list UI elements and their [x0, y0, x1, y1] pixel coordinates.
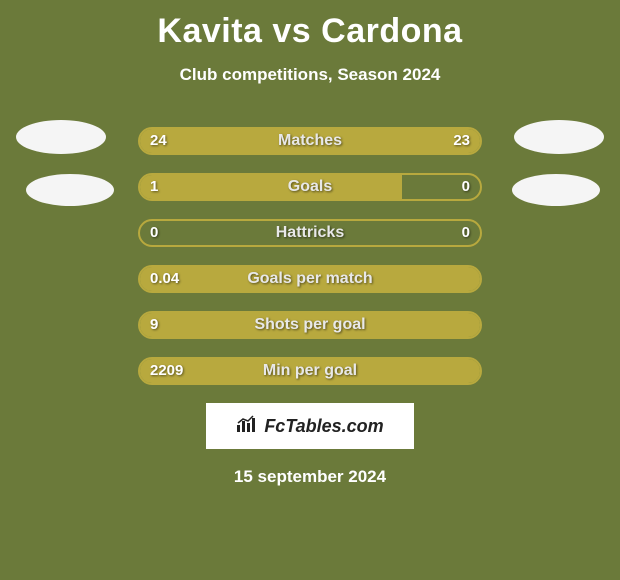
stat-value-right: 23 — [453, 127, 470, 155]
stat-row: 0 Hattricks 0 — [0, 219, 620, 247]
stat-value-left: 1 — [150, 173, 158, 201]
stat-bar-fill-left — [140, 313, 480, 337]
stat-bar-track — [138, 219, 482, 247]
stat-value-left: 2209 — [150, 357, 183, 385]
stat-bar-track — [138, 311, 482, 339]
date-label: 15 september 2024 — [0, 467, 620, 487]
stat-row: 9 Shots per goal — [0, 311, 620, 339]
stat-row: 2209 Min per goal — [0, 357, 620, 385]
stat-value-left: 0.04 — [150, 265, 179, 293]
stat-row: 0.04 Goals per match — [0, 265, 620, 293]
stat-bar-fill-left — [140, 175, 402, 199]
stat-row: 24 Matches 23 — [0, 127, 620, 155]
brand-badge[interactable]: FcTables.com — [206, 403, 414, 449]
stat-value-right: 0 — [462, 219, 470, 247]
chart-icon — [236, 415, 258, 438]
stat-bar-fill-left — [140, 267, 480, 291]
stats-container: 24 Matches 23 1 Goals 0 0 Hattricks 0 0.… — [0, 127, 620, 385]
page-title: Kavita vs Cardona — [0, 0, 620, 51]
brand-text: FcTables.com — [264, 416, 383, 437]
stat-value-left: 9 — [150, 311, 158, 339]
stat-bar-fill-left — [140, 359, 480, 383]
subtitle: Club competitions, Season 2024 — [0, 65, 620, 85]
stat-value-left: 0 — [150, 219, 158, 247]
stat-bar-track — [138, 265, 482, 293]
stat-bar-track — [138, 173, 482, 201]
stat-row: 1 Goals 0 — [0, 173, 620, 201]
stat-value-right: 0 — [462, 173, 470, 201]
stat-bar-track — [138, 127, 482, 155]
stat-value-left: 24 — [150, 127, 167, 155]
stat-bar-track — [138, 357, 482, 385]
